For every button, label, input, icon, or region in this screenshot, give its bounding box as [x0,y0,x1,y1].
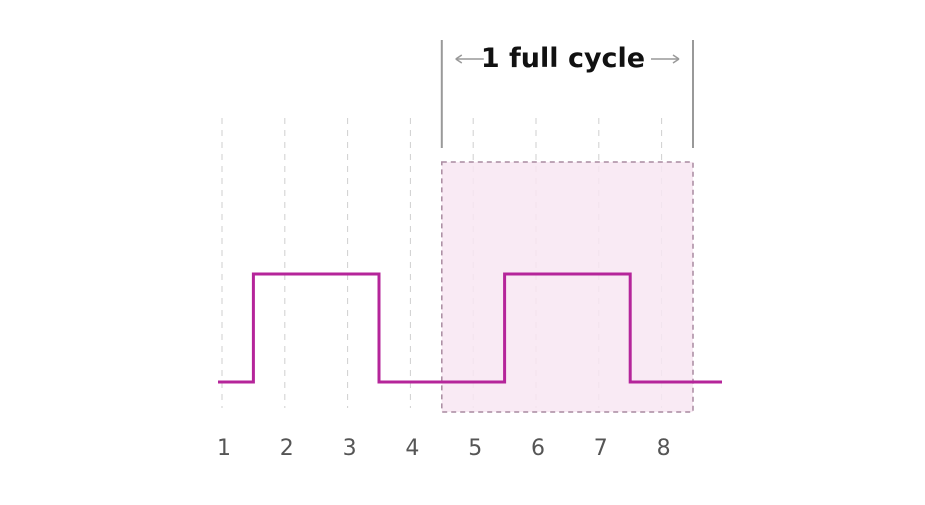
full-cycle-highlight [441,161,694,413]
tick-label-7: 7 [594,436,608,461]
tick-label-1: 1 [217,436,231,461]
right-arrow-head-b [672,58,680,64]
tick-label-5: 5 [468,436,482,461]
left-arrow-head-b [455,58,463,64]
cycle-bracket [440,40,694,148]
cycle-label: 1 full cycle [481,43,645,74]
tick-label-4: 4 [405,436,419,461]
right-arrow-head-a [672,54,680,60]
tick-label-2: 2 [280,436,294,461]
tick-label-6: 6 [531,436,545,461]
square-wave-signal [218,272,722,384]
tick-labels: 1 2 3 4 5 6 7 8 [217,436,671,461]
tick-label-3: 3 [343,436,357,461]
tick-label-8: 8 [657,436,671,461]
left-arrow-head-a [455,54,463,60]
